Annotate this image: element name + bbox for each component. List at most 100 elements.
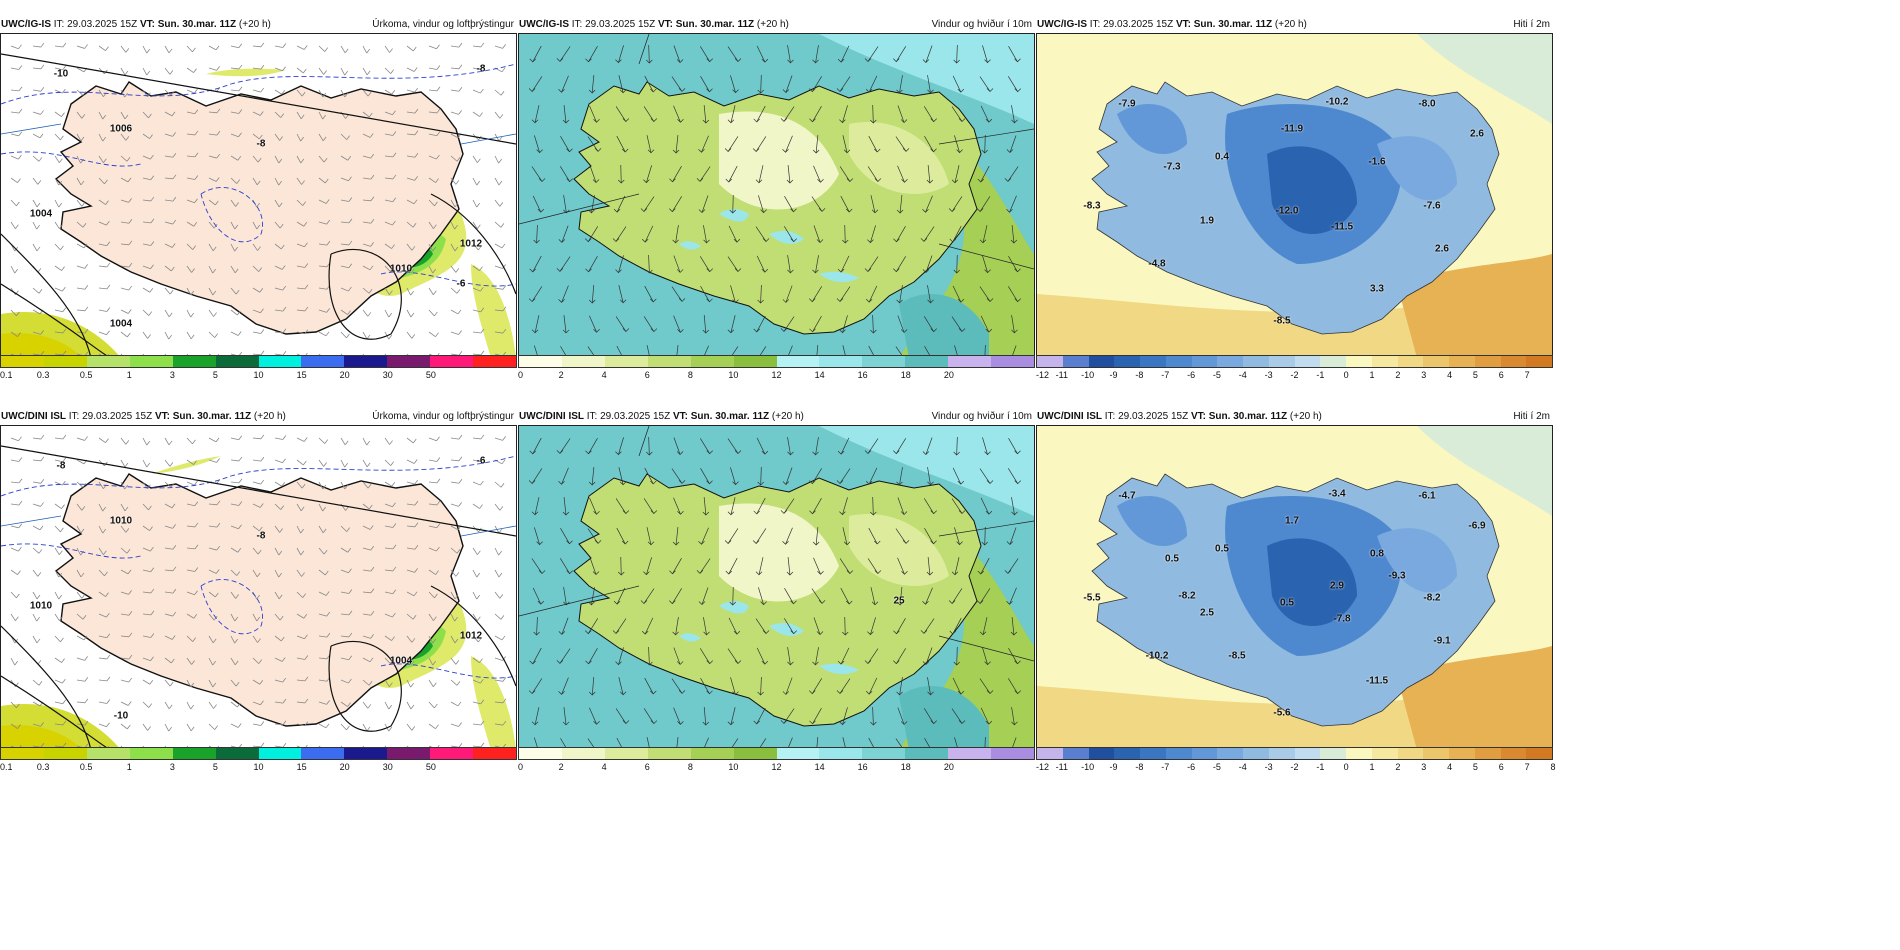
colorbar-swatch xyxy=(905,748,949,759)
graticule xyxy=(1,123,516,145)
colorbar-swatch xyxy=(604,748,648,759)
panel-title: Úrkoma, vindur og loftþrýstingur xyxy=(372,19,514,30)
colorbar-swatch xyxy=(301,356,345,367)
colorbar-swatch xyxy=(776,356,820,367)
map-value-label: -6 xyxy=(476,455,486,467)
wind-map[interactable] xyxy=(518,33,1035,359)
it-label: IT: xyxy=(1089,19,1101,30)
colorbar-swatch xyxy=(129,748,173,759)
colorbar-swatch xyxy=(561,356,605,367)
colorbar-swatch xyxy=(991,748,1035,759)
map-value-label: 1010 xyxy=(389,263,413,275)
colorbar-tick-label: -6 xyxy=(1187,762,1196,772)
colorbar-tick-label: 7 xyxy=(1524,370,1530,380)
colorbar-tick-label: 50 xyxy=(425,370,436,380)
colorbar-tick-label: 1 xyxy=(126,370,132,380)
colorbar-tick-label: 3 xyxy=(169,762,175,772)
map-value-label: -10.2 xyxy=(1325,96,1349,108)
map-value-label: -7.8 xyxy=(1333,613,1351,625)
colorbar-swatch xyxy=(1140,356,1166,367)
panel-header: UWC/IG-IS IT: 29.03.2025 15Z VT: Sun. 30… xyxy=(1036,17,1553,33)
vt-label: VT: xyxy=(657,19,673,30)
iceland-outline xyxy=(54,81,464,335)
colorbar-tick-label: 6 xyxy=(644,762,650,772)
colorbar-swatch xyxy=(1346,356,1372,367)
panel-header: UWC/DINI ISL IT: 29.03.2025 15Z VT: Sun.… xyxy=(518,409,1035,425)
colorbar-tick-label: -7 xyxy=(1161,762,1170,772)
colorbar-swatch xyxy=(1088,356,1115,367)
colorbar-tick-label: 16 xyxy=(857,370,868,380)
colorbar-tick-label: 0 xyxy=(1343,762,1349,772)
colorbar xyxy=(518,355,1035,368)
colorbar-swatch xyxy=(215,356,259,367)
wind-map[interactable]: 25 xyxy=(518,425,1035,751)
map-value-label: -6.1 xyxy=(1418,490,1436,502)
colorbar-swatch xyxy=(647,356,691,367)
wind-arrows xyxy=(528,436,1021,750)
colorbar-swatch xyxy=(1500,748,1527,759)
map-value-label: 1.7 xyxy=(1285,515,1299,527)
panel-header: UWC/IG-IS IT: 29.03.2025 15Z VT: Sun. 30… xyxy=(518,17,1035,33)
precip-map[interactable]: 1006 1004 1010 1012 1004 -10 -8 -8 -6 xyxy=(0,33,517,359)
valid-time: Sun. 30.mar. 11Z xyxy=(157,19,237,30)
temperature-map-canvas xyxy=(1037,34,1552,358)
map-value-label: -8.5 xyxy=(1273,315,1291,327)
temperature-isolines xyxy=(1,63,516,287)
temperature-map[interactable]: -7.9 -10.2 -8.0 -11.9 0.4 -7.3 -1.6 2.6 -8.3 1.9 -… xyxy=(1036,33,1553,359)
colorbar-swatch xyxy=(1062,748,1089,759)
lead-time: (+20 h) xyxy=(1274,19,1307,30)
map-value-label: 1010 xyxy=(29,600,53,612)
colorbar-swatch xyxy=(776,748,820,759)
colorbar-swatch xyxy=(519,748,562,759)
colorbar-tick-label: 18 xyxy=(900,370,911,380)
colorbar-tick-label: -12 xyxy=(1036,762,1050,772)
colorbar-tick-label: -12 xyxy=(1036,370,1050,380)
map-value-label: 1004 xyxy=(109,318,133,330)
colorbar-tick-label: 50 xyxy=(425,762,436,772)
colorbar-tick-label: 8 xyxy=(1550,762,1556,772)
it-label: IT: xyxy=(1104,411,1116,422)
colorbar-tick-label: -3 xyxy=(1264,762,1273,772)
map-value-label: -5.6 xyxy=(1273,707,1291,719)
colorbar-swatch xyxy=(1,356,44,367)
graticule xyxy=(519,34,1034,270)
map-value-label: -11.5 xyxy=(1330,221,1354,233)
colorbar-tick-label: -1 xyxy=(1316,370,1325,380)
temperature-map[interactable]: -4.7 -3.4 -6.1 1.7 0.5 0.5 0.8 -6.9 -5.5 2.5 0.5 -7… xyxy=(1036,425,1553,751)
model-name: UWC/DINI ISL xyxy=(519,411,584,422)
precip-map[interactable]: 1010 1010 1004 1012 -10 -8 -8 -6 xyxy=(0,425,517,751)
it-label: IT: xyxy=(571,19,583,30)
init-time: 29.03.2025 15Z xyxy=(82,411,153,422)
colorbar-tick-label: -10 xyxy=(1081,370,1095,380)
map-value-label: -8 xyxy=(56,460,66,472)
colorbar xyxy=(0,355,517,368)
colorbar-swatch xyxy=(862,356,906,367)
wind-map-canvas xyxy=(519,34,1034,358)
map-value-label: -10 xyxy=(53,68,69,80)
map-value-label: 1006 xyxy=(109,123,133,135)
colorbar-tick-label: -2 xyxy=(1290,762,1299,772)
colorbar-swatch xyxy=(1423,356,1449,367)
colorbar-swatch xyxy=(387,356,431,367)
colorbar-swatch xyxy=(819,356,863,367)
init-time: 29.03.2025 15Z xyxy=(67,19,138,30)
colorbar-swatch xyxy=(172,748,216,759)
init-time: 29.03.2025 15Z xyxy=(600,411,671,422)
map-value-label: -3.4 xyxy=(1328,488,1346,500)
colorbar-tick-label: 0.3 xyxy=(36,370,50,380)
colorbar-tick-label: 10 xyxy=(253,762,264,772)
colorbar-tick-label: -11 xyxy=(1055,370,1069,380)
wind-arrows xyxy=(528,44,1021,358)
colorbar-tick-label: 1 xyxy=(126,762,132,772)
map-value-label: 0.5 xyxy=(1215,543,1229,555)
model-name: UWC/DINI ISL xyxy=(1037,411,1102,422)
colorbar-swatch xyxy=(1371,356,1398,367)
map-value-label: -6 xyxy=(456,278,466,290)
map-value-label: -4.7 xyxy=(1118,490,1136,502)
colorbar-labels: -12 -11 -10 -9 -8 -7 -6 -5 -4 -3 -2 -1 0 1 2 3 4 5 6 7 xyxy=(1036,370,1553,382)
colorbar-tick-label: 4 xyxy=(601,370,607,380)
iceland-outline xyxy=(54,473,464,727)
colorbar-swatch xyxy=(473,748,517,759)
colorbar-tick-label: 12 xyxy=(771,762,782,772)
colorbar-swatch xyxy=(1500,356,1527,367)
